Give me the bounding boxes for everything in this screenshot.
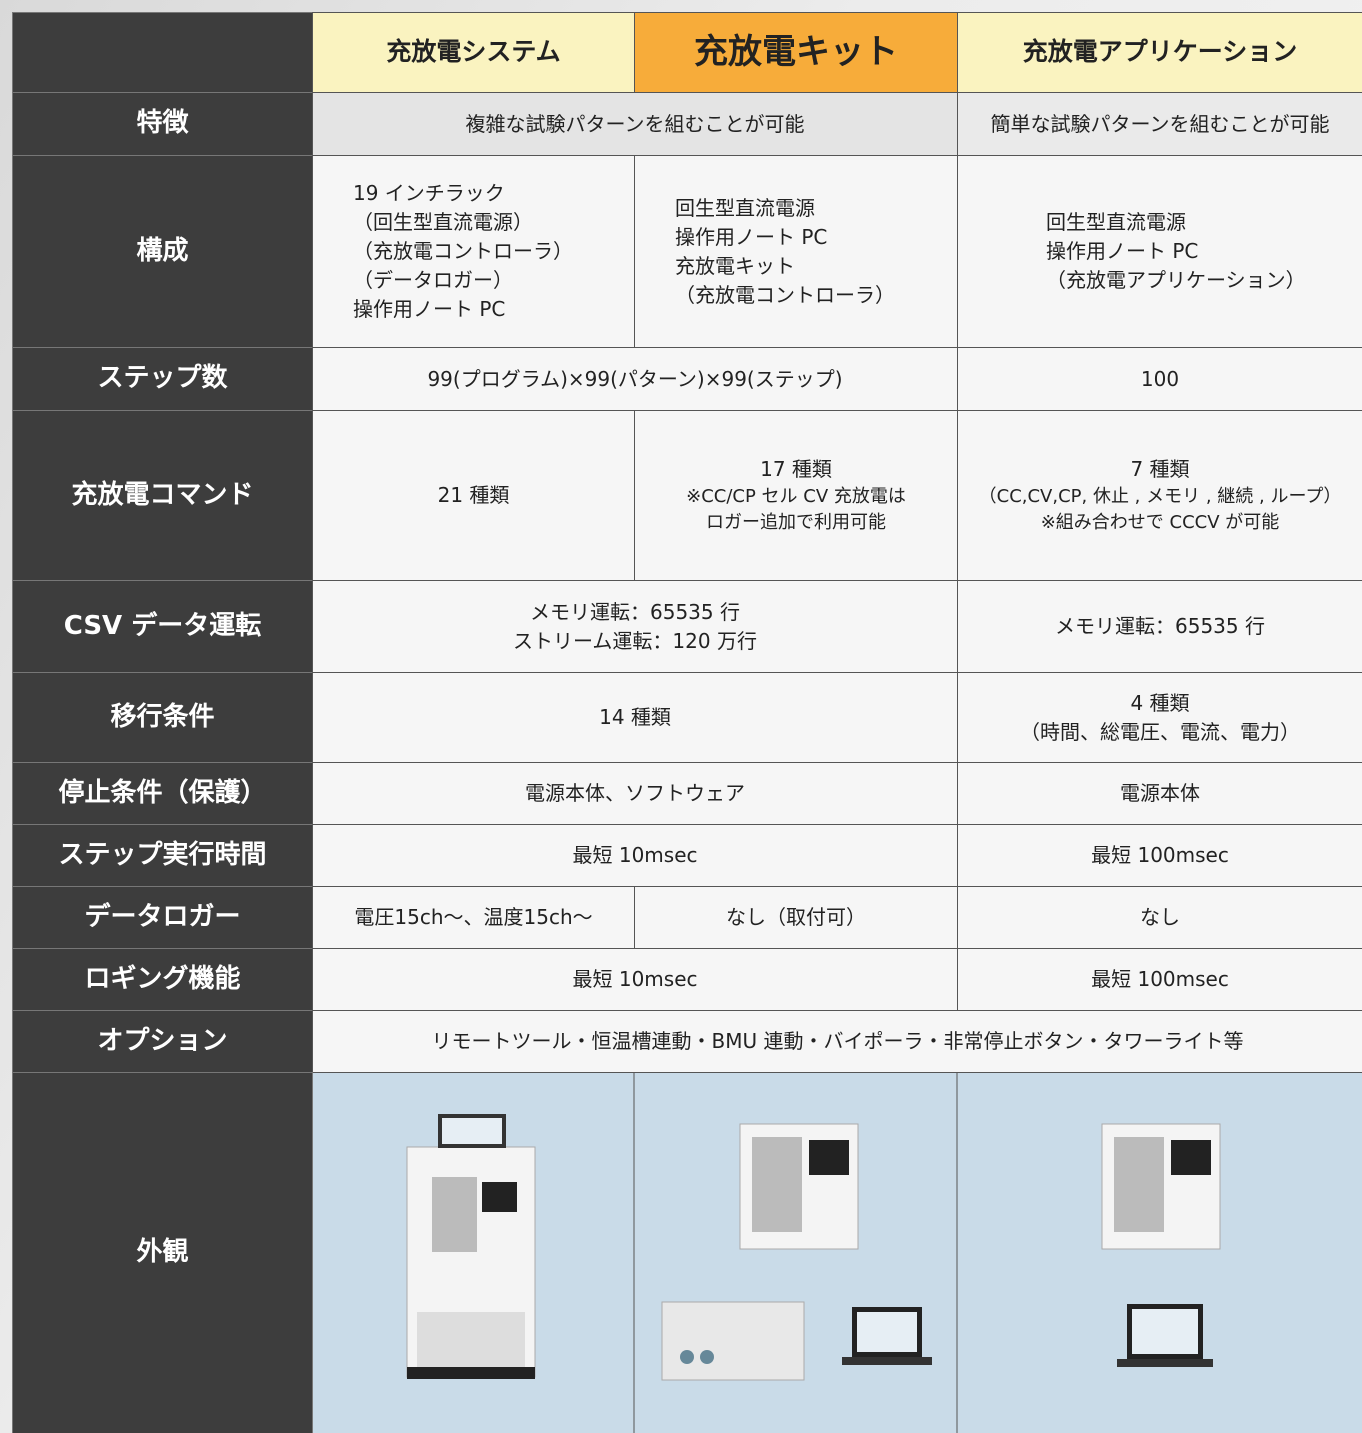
cell-text: 操作用ノート PC — [1046, 239, 1199, 263]
cell-text: 100 — [1140, 366, 1180, 391]
cell-text: 最短 100msec — [1091, 843, 1229, 867]
table-cell: なし — [957, 886, 1362, 949]
table-cell: 複雑な試験パターンを組むことが可能 — [312, 92, 958, 156]
cell-text: 簡単な試験パターンを組むことが可能 — [990, 111, 1330, 136]
cell-text: ストリーム運転：120 万行 — [513, 628, 757, 653]
cell-text: （充放電アプリケーション） — [1046, 268, 1306, 292]
cell-text: メモリ運転：65535 行 — [1055, 614, 1265, 638]
cell-text: （充放電コントローラ） — [675, 282, 895, 307]
row-label: CSV データ運転 — [12, 580, 313, 673]
row-label: 外観 — [12, 1072, 313, 1433]
row-label: ステップ数 — [12, 347, 313, 411]
cell-text: 複雑な試験パターンを組むことが可能 — [465, 111, 805, 136]
row-label-text: ロギング機能 — [84, 963, 241, 994]
cell-text: 回生型直流電源 — [1046, 210, 1186, 234]
cell-text: （回生型直流電源） — [353, 210, 533, 234]
row-label-text: 特徴 — [136, 108, 189, 139]
row-label: データロガー — [12, 886, 313, 949]
appearance-images — [312, 1072, 1362, 1433]
table-cell: 4 種類 （時間、総電圧、電流、電力） — [957, 672, 1362, 763]
row-label: 停止条件（保護） — [12, 762, 313, 825]
cell-text: 21 種類 — [437, 483, 510, 507]
table-cell: 最短 10msec — [312, 948, 958, 1011]
cell-text: 17 種類 — [760, 456, 832, 481]
cell-text: 最短 10msec — [572, 967, 698, 991]
row-label-text: ステップ実行時間 — [58, 839, 267, 870]
table-cell: 最短 10msec — [312, 824, 958, 887]
cell-text: （時間、総電圧、電流、電力） — [1020, 719, 1300, 744]
table-cell: 17 種類 ※CC/CP セル CV 充放電は ロガー追加で利用可能 — [634, 410, 958, 581]
cell-text: 19 インチラック — [353, 181, 505, 205]
cell-text: 充放電キット — [675, 253, 795, 278]
table-cell: 21 種類 — [312, 410, 635, 581]
row-label-text: 構成 — [136, 235, 189, 266]
cell-text: 14 種類 — [599, 705, 671, 729]
table-cell: 電圧15ch～、温度15ch～ — [312, 886, 635, 949]
table-cell: 最短 100msec — [957, 824, 1362, 887]
cell-text: 電源本体、ソフトウェア — [525, 781, 745, 805]
column-title: 充放電アプリケーション — [1022, 37, 1298, 67]
table-cell: 電源本体 — [957, 762, 1362, 825]
column-title: 充放電システム — [386, 37, 561, 67]
cell-text: 電源本体 — [1120, 781, 1200, 805]
column-header: 充放電キット — [634, 12, 958, 93]
cell-text: （データロガー） — [353, 268, 513, 292]
cell-text: ※組み合わせで CCCV が可能 — [1040, 512, 1280, 533]
row-label: 移行条件 — [12, 672, 313, 763]
cell-text: 最短 10msec — [572, 843, 698, 867]
cell-text: 99(プログラム)×99(パターン)×99(ステップ) — [427, 366, 843, 391]
cell-text: 回生型直流電源 — [675, 195, 815, 220]
table-cell: 99(プログラム)×99(パターン)×99(ステップ) — [312, 347, 958, 411]
cell-text: 最短 100msec — [1091, 967, 1229, 991]
table-cell: 最短 100msec — [957, 948, 1362, 1011]
cell-text: ロガー追加で利用可能 — [706, 512, 886, 533]
row-label: 構成 — [12, 155, 313, 348]
cell-text: ※CC/CP セル CV 充放電は — [686, 485, 906, 507]
column-title: 充放電キット — [694, 31, 898, 72]
row-label: 特徴 — [12, 92, 313, 156]
cell-text: （充放電コントローラ） — [353, 239, 573, 263]
cell-text: 電圧15ch～、温度15ch～ — [354, 905, 593, 929]
table-cell: 回生型直流電源 操作用ノート PC 充放電キット （充放電コントローラ） — [634, 155, 958, 348]
table-cell: リモートツール・恒温槽連動・BMU 連動・バイポーラ・非常停止ボタン・タワーライ… — [312, 1010, 1362, 1073]
table-cell: 14 種類 — [312, 672, 958, 763]
cell-text: メモリ運転：65535 行 — [530, 599, 740, 624]
cell-text: なし（取付可） — [726, 905, 866, 929]
table-cell: 7 種類 （CC,CV,CP, 休止 , メモリ , 継続 , ループ） ※組み合わ… — [957, 410, 1362, 581]
table-cell: 簡単な試験パターンを組むことが可能 — [957, 92, 1362, 156]
cell-text: 操作用ノート PC — [353, 297, 506, 321]
cell-text: 操作用ノート PC — [675, 224, 828, 249]
row-label: 充放電コマンド — [12, 410, 313, 581]
column-header: 充放電システム — [312, 12, 635, 93]
row-label-text: ステップ数 — [97, 363, 228, 394]
row-label-text: 移行条件 — [110, 701, 215, 732]
row-label-text: 充放電コマンド — [71, 479, 254, 510]
table-cell: 19 インチラック （回生型直流電源） （充放電コントローラ） （データロガー） 操作用… — [312, 155, 635, 348]
table-cell: メモリ運転：65535 行ストリーム運転：120 万行 — [312, 580, 958, 673]
row-label: ステップ実行時間 — [12, 824, 313, 887]
corner-cell — [12, 12, 313, 93]
row-label-text: オプション — [97, 1025, 228, 1056]
cell-text: 4 種類 — [1130, 690, 1190, 715]
row-label-text: データロガー — [84, 901, 241, 932]
table-cell: 回生型直流電源 操作用ノート PC （充放電アプリケーション） — [957, 155, 1362, 348]
row-label-text: CSV データ運転 — [63, 610, 262, 641]
row-label: オプション — [12, 1010, 313, 1073]
table-cell: 100 — [957, 347, 1362, 411]
cell-text: なし — [1140, 905, 1180, 929]
cell-text: 7 種類 — [1130, 456, 1190, 481]
cell-text: （CC,CV,CP, 休止 , メモリ , 継続 , ループ） — [978, 485, 1342, 507]
table-cell: 電源本体、ソフトウェア — [312, 762, 958, 825]
row-label: ロギング機能 — [12, 948, 313, 1011]
column-header: 充放電アプリケーション — [957, 12, 1362, 93]
row-label-text: 停止条件（保護） — [58, 777, 267, 808]
table-cell: メモリ運転：65535 行 — [957, 580, 1362, 673]
cell-text: リモートツール・恒温槽連動・BMU 連動・バイポーラ・非常停止ボタン・タワーライ… — [431, 1029, 1244, 1053]
row-label-text: 外観 — [136, 1237, 189, 1268]
table-cell: なし（取付可） — [634, 886, 958, 949]
